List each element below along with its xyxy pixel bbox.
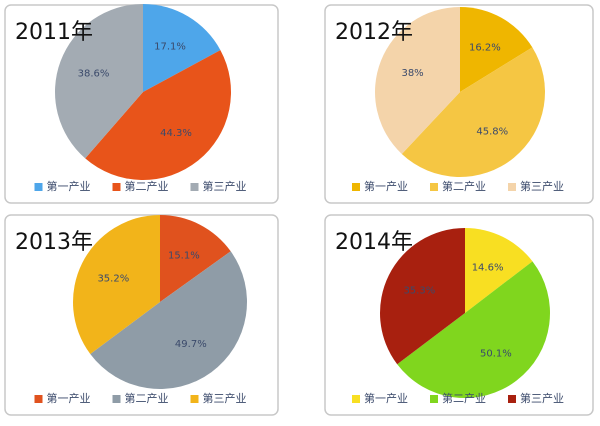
chart-title: 2014年 — [335, 230, 413, 255]
value-label: 35.2% — [97, 274, 129, 285]
legend-label: 第一产业 — [47, 391, 91, 405]
value-label: 14.6% — [472, 262, 504, 273]
value-label: 38% — [401, 68, 423, 79]
chart-title: 2011年 — [15, 20, 93, 45]
legend-swatch — [34, 183, 43, 191]
value-label: 44.3% — [160, 128, 192, 139]
pie-slice — [85, 50, 231, 180]
legend-swatch — [190, 183, 199, 191]
pie-slice — [465, 228, 533, 313]
legend-label: 第一产业 — [364, 391, 408, 405]
legend-label: 第二产业 — [125, 179, 169, 193]
legend-swatch — [34, 395, 43, 403]
legend-swatch — [508, 395, 516, 403]
chart-title: 2013年 — [15, 230, 93, 255]
pie-slice — [397, 261, 550, 398]
legend-label: 第二产业 — [442, 391, 486, 405]
pie-slice — [401, 47, 545, 177]
legend-label: 第三产业 — [203, 179, 247, 193]
pie-slice — [160, 215, 231, 302]
chart-title: 2012年 — [335, 20, 413, 45]
pie-slice — [90, 251, 248, 390]
value-label: 17.1% — [154, 42, 186, 53]
legend-label: 第二产业 — [442, 179, 486, 193]
pie-slice — [73, 215, 160, 355]
value-label: 45.8% — [476, 126, 508, 137]
value-label: 16.2% — [469, 42, 501, 53]
legend-swatch — [112, 395, 121, 403]
pie-slice — [460, 7, 533, 92]
pie-slice — [143, 4, 221, 92]
legend-label: 第一产业 — [364, 179, 408, 193]
legend-swatch — [430, 183, 438, 191]
legend-swatch — [190, 395, 199, 403]
legend-swatch — [112, 183, 121, 191]
pie-slice — [54, 4, 143, 159]
value-label: 50.1% — [480, 349, 512, 360]
value-label: 49.7% — [175, 339, 207, 350]
legend-swatch — [352, 395, 360, 403]
legend-label: 第一产业 — [47, 179, 91, 193]
pie-slice — [379, 228, 465, 365]
legend-swatch — [352, 183, 360, 191]
legend-label: 第三产业 — [203, 391, 247, 405]
legend-label: 第三产业 — [520, 179, 564, 193]
legend-label: 第三产业 — [520, 391, 564, 405]
legend-label: 第二产业 — [125, 391, 169, 405]
value-label: 38.6% — [78, 68, 110, 79]
legend-swatch — [508, 183, 516, 191]
value-label: 15.1% — [168, 251, 200, 262]
value-label: 35.3% — [403, 285, 435, 296]
legend-swatch — [430, 395, 438, 403]
pie-slice — [375, 7, 460, 154]
